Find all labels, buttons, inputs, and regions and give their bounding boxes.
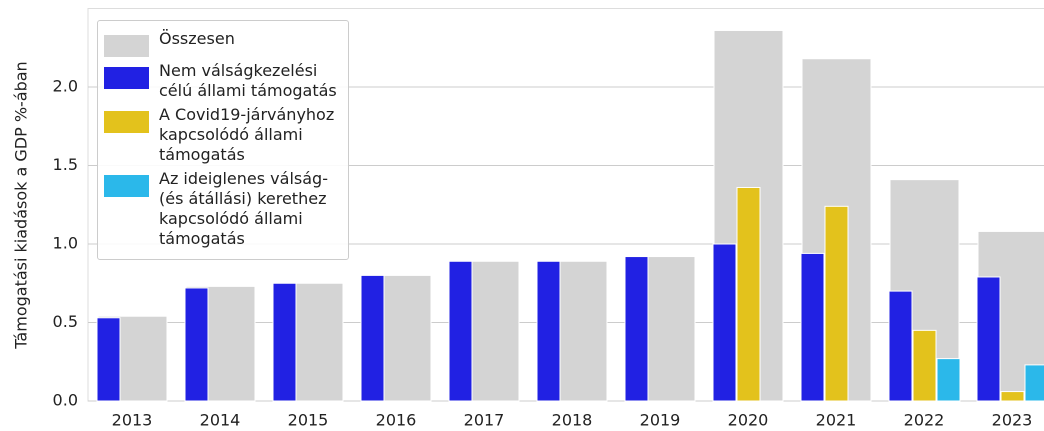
x-tick-label: 2021 — [816, 411, 857, 430]
y-tick-label: 1.5 — [53, 155, 78, 174]
x-tick-label: 2014 — [200, 411, 241, 430]
bar — [272, 282, 297, 402]
x-tick-label: 2016 — [376, 411, 417, 430]
x-tick-label: 2015 — [288, 411, 329, 430]
legend-label: Nem válságkezelési célú állami támogatás — [159, 61, 337, 100]
bar — [888, 290, 913, 402]
x-tick-label: 2023 — [992, 411, 1033, 430]
x-tick-label: 2013 — [112, 411, 153, 430]
legend-entry: Az ideiglenes válság- (és átállási) kere… — [102, 169, 344, 249]
bar — [184, 287, 209, 402]
bar — [712, 243, 737, 402]
legend-label: Az ideiglenes válság- (és átállási) kere… — [159, 169, 328, 248]
bar — [360, 274, 385, 402]
legend-label: A Covid19-járványhoz kapcsolódó állami t… — [159, 105, 335, 164]
bar — [448, 260, 473, 402]
legend-entry: Nem válságkezelési célú állami támogatás — [102, 61, 344, 101]
bar — [624, 256, 649, 402]
legend-entry: Összesen — [102, 29, 344, 57]
bar — [1000, 391, 1025, 402]
bar — [536, 260, 561, 402]
bar — [736, 186, 761, 402]
legend-label: Összesen — [159, 29, 235, 48]
y-tick-label: 1.0 — [53, 234, 78, 253]
legend-swatch — [104, 35, 149, 57]
legend-swatch — [104, 67, 149, 89]
y-tick-label: 0.5 — [53, 312, 78, 331]
bar — [976, 276, 1001, 402]
x-tick-label: 2019 — [640, 411, 681, 430]
x-tick-label: 2022 — [904, 411, 945, 430]
bar — [800, 252, 825, 402]
legend-entry: A Covid19-járványhoz kapcsolódó állami t… — [102, 105, 344, 165]
x-tick-label: 2017 — [464, 411, 505, 430]
legend: Összesen Nem válságkezelési célú állami t… — [97, 20, 349, 260]
bar — [912, 329, 937, 402]
x-tick-label: 2018 — [552, 411, 593, 430]
legend-swatch — [104, 175, 149, 197]
legend-swatch — [104, 111, 149, 133]
y-tick-label: 2.0 — [53, 77, 78, 96]
y-axis-label: Támogatási kiadások a GDP %-ában — [12, 61, 31, 349]
y-tick-label: 0.0 — [53, 391, 78, 410]
bar — [824, 205, 849, 402]
bar — [936, 358, 961, 402]
bar — [1024, 364, 1044, 402]
bar — [96, 317, 121, 402]
x-tick-label: 2020 — [728, 411, 769, 430]
